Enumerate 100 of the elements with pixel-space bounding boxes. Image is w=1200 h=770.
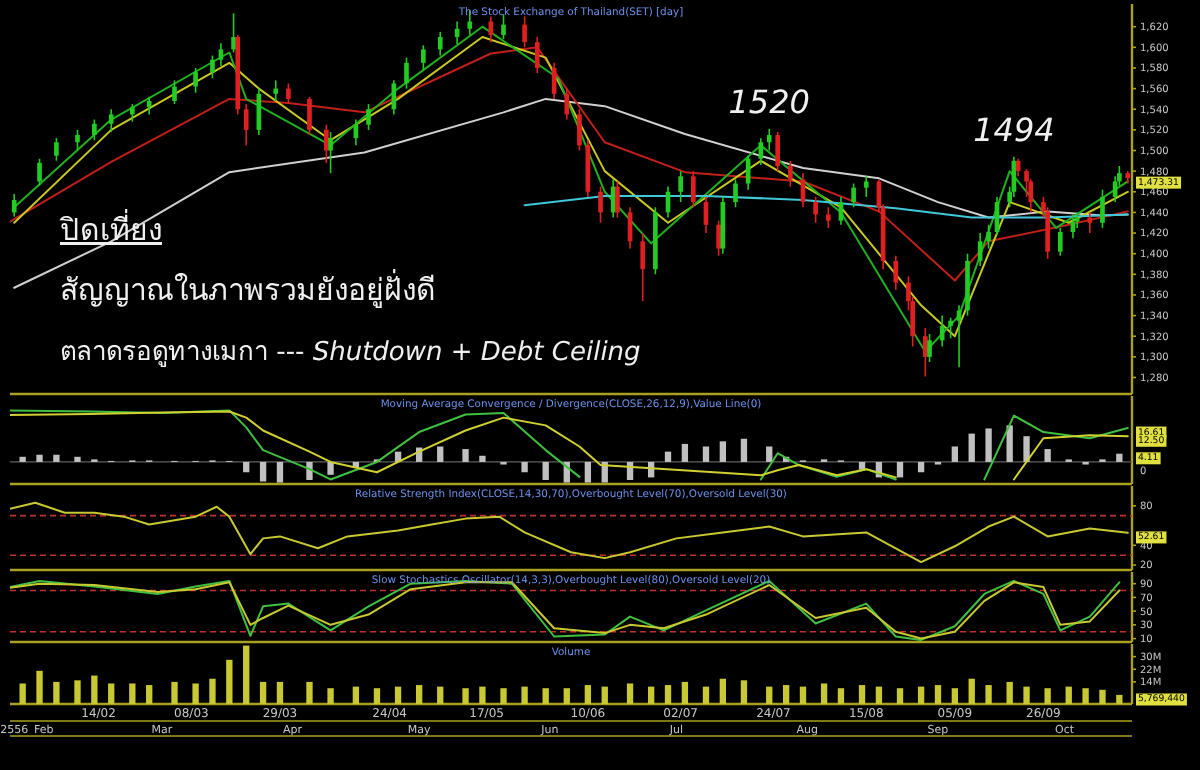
bar (681, 681, 689, 704)
bar (719, 678, 727, 704)
bar (500, 688, 507, 704)
bar (664, 685, 672, 704)
bar (1099, 689, 1106, 704)
candlestick (1087, 211, 1093, 234)
bar (858, 685, 866, 704)
bar (259, 681, 267, 704)
bar (896, 461, 904, 478)
bar (1044, 449, 1051, 462)
candlestick (218, 42, 224, 67)
bar (1116, 453, 1123, 462)
bar (1116, 694, 1123, 704)
bar (542, 461, 549, 480)
bar (934, 685, 942, 704)
bar (647, 686, 655, 704)
candlestick (193, 67, 198, 94)
candlestick (437, 31, 443, 57)
candlestick (522, 15, 527, 49)
bar (415, 685, 423, 704)
bar (782, 685, 790, 704)
bar (209, 678, 216, 704)
candlestick (733, 178, 738, 209)
bar (702, 446, 710, 462)
candlestick (615, 180, 620, 219)
bar (479, 686, 486, 704)
annotation: 1494 (973, 110, 1055, 149)
bar (1082, 688, 1089, 704)
bar (1006, 681, 1013, 704)
candlestick (986, 223, 991, 250)
candlestick (307, 96, 312, 136)
bar (896, 688, 904, 704)
candlestick (813, 196, 818, 224)
bar (1065, 686, 1072, 704)
candlestick (825, 206, 831, 229)
bar (243, 461, 250, 473)
candlestick (273, 79, 279, 102)
candlestick (893, 254, 899, 291)
bar (327, 461, 334, 475)
candlestick (851, 182, 856, 209)
annotation: 1520 (728, 82, 810, 121)
bar (1023, 686, 1030, 704)
candlestick (328, 131, 333, 175)
candlestick (927, 333, 932, 363)
bar (352, 686, 360, 704)
bar (740, 680, 748, 704)
candlestick (691, 170, 696, 209)
bar (462, 688, 469, 704)
bar (437, 686, 444, 704)
bar (766, 686, 773, 704)
bar (259, 461, 267, 482)
candlestick (1100, 188, 1105, 229)
candlestick (598, 185, 603, 224)
candlestick (758, 137, 764, 166)
bar (373, 688, 381, 704)
bar (584, 461, 592, 483)
bar (681, 443, 689, 462)
bar (799, 686, 807, 704)
bar (327, 688, 334, 704)
bar (1006, 425, 1013, 462)
candlestick (172, 79, 177, 105)
bar (462, 449, 469, 462)
bar (276, 681, 284, 704)
bar (968, 433, 975, 462)
bar (1023, 436, 1030, 462)
candlestick (939, 314, 945, 348)
bar (521, 461, 528, 473)
bar (626, 683, 634, 704)
bar (226, 659, 233, 704)
bar (664, 451, 672, 462)
bar (437, 446, 444, 462)
candlestick (766, 128, 772, 152)
bar (563, 688, 570, 704)
candlestick (534, 36, 540, 74)
annotation: ตลาดรอดูทางเมกา --- Shutdown + Debt Ceiling (60, 338, 641, 368)
bar (192, 683, 199, 704)
bar (917, 686, 925, 704)
bar (601, 686, 608, 704)
candlestick (863, 175, 869, 198)
candlestick (716, 219, 721, 257)
candlestick (243, 103, 249, 147)
bar (479, 455, 486, 462)
candlestick (775, 131, 780, 172)
bar (306, 681, 313, 704)
bar (243, 645, 250, 704)
bar (951, 688, 959, 704)
bar (584, 685, 592, 704)
candlestick (366, 103, 371, 131)
candlestick (286, 82, 291, 105)
bar (875, 686, 883, 704)
candlestick (564, 87, 570, 121)
candlestick (421, 44, 426, 71)
bar (394, 686, 402, 704)
candlestick (501, 13, 506, 40)
bar (171, 681, 178, 704)
bar (521, 686, 528, 704)
bar (820, 683, 828, 704)
bar (837, 688, 845, 704)
bar (917, 461, 925, 473)
candlestick (640, 232, 646, 302)
